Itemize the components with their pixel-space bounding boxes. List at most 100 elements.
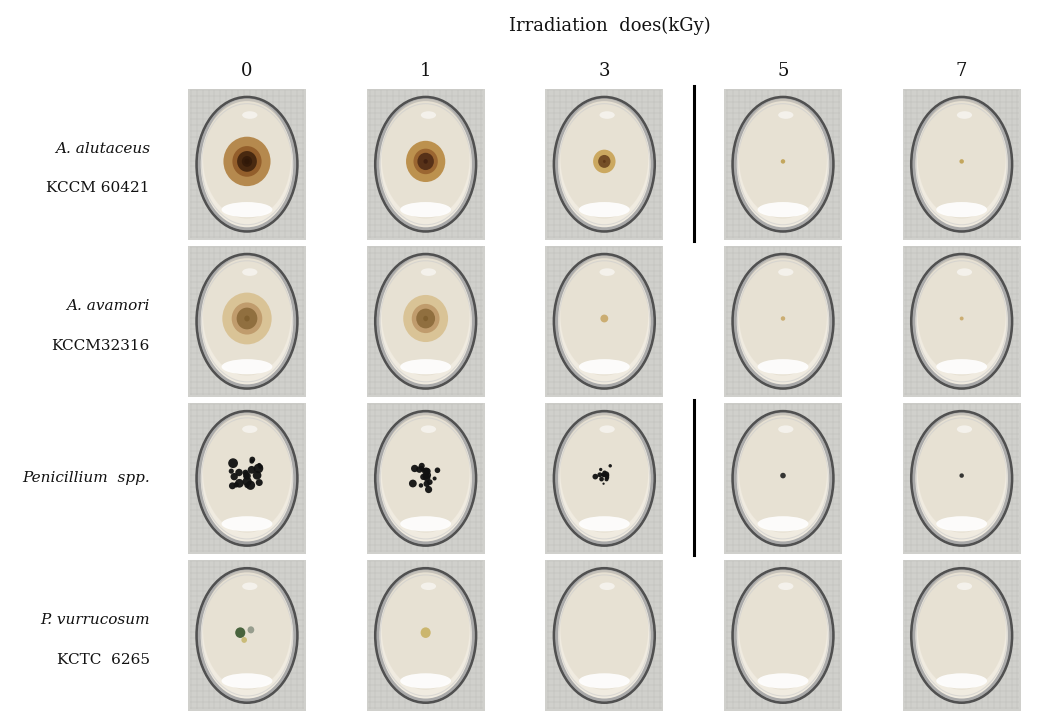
Ellipse shape: [243, 470, 248, 476]
Ellipse shape: [605, 476, 610, 480]
Ellipse shape: [560, 413, 648, 533]
Ellipse shape: [599, 426, 615, 433]
Ellipse shape: [558, 416, 651, 541]
Ellipse shape: [960, 473, 964, 478]
Ellipse shape: [739, 413, 827, 533]
Ellipse shape: [242, 268, 257, 276]
Ellipse shape: [229, 483, 235, 489]
Ellipse shape: [420, 583, 436, 590]
Ellipse shape: [253, 463, 263, 473]
Ellipse shape: [911, 97, 1012, 231]
Text: 3: 3: [599, 61, 610, 80]
Ellipse shape: [554, 254, 655, 388]
Ellipse shape: [960, 159, 964, 164]
Ellipse shape: [223, 293, 271, 344]
Ellipse shape: [379, 416, 472, 541]
Ellipse shape: [425, 486, 432, 493]
Ellipse shape: [379, 573, 472, 698]
Ellipse shape: [400, 202, 451, 217]
Ellipse shape: [424, 474, 430, 481]
Ellipse shape: [739, 256, 827, 376]
Ellipse shape: [222, 516, 272, 531]
Ellipse shape: [936, 202, 987, 217]
Ellipse shape: [409, 480, 417, 488]
Ellipse shape: [960, 316, 964, 321]
Ellipse shape: [418, 483, 424, 488]
Ellipse shape: [203, 256, 291, 376]
Ellipse shape: [420, 468, 425, 472]
Ellipse shape: [245, 483, 249, 488]
Ellipse shape: [379, 101, 472, 227]
Ellipse shape: [424, 481, 430, 487]
Ellipse shape: [424, 316, 428, 321]
Ellipse shape: [435, 468, 440, 473]
Ellipse shape: [228, 458, 238, 468]
Ellipse shape: [555, 569, 654, 702]
Ellipse shape: [423, 473, 429, 480]
Ellipse shape: [222, 359, 272, 374]
Ellipse shape: [203, 99, 291, 218]
Ellipse shape: [599, 268, 615, 276]
Ellipse shape: [249, 457, 255, 463]
Text: KCCM32316: KCCM32316: [51, 338, 150, 353]
Ellipse shape: [579, 516, 630, 531]
Ellipse shape: [246, 481, 255, 490]
Ellipse shape: [579, 359, 630, 374]
Ellipse shape: [198, 255, 296, 388]
Ellipse shape: [248, 466, 255, 474]
Ellipse shape: [248, 626, 254, 633]
Ellipse shape: [758, 202, 808, 217]
Ellipse shape: [598, 155, 611, 168]
Ellipse shape: [599, 468, 602, 471]
Ellipse shape: [609, 464, 612, 468]
Ellipse shape: [600, 315, 609, 323]
Ellipse shape: [376, 98, 475, 231]
Ellipse shape: [915, 101, 1008, 227]
Ellipse shape: [417, 153, 434, 170]
Ellipse shape: [758, 673, 808, 688]
Ellipse shape: [912, 569, 1011, 702]
Ellipse shape: [956, 268, 972, 276]
Ellipse shape: [911, 568, 1012, 703]
Ellipse shape: [956, 111, 972, 119]
Ellipse shape: [257, 463, 262, 467]
Ellipse shape: [601, 473, 605, 477]
Ellipse shape: [915, 258, 1008, 384]
Ellipse shape: [400, 516, 451, 531]
Ellipse shape: [560, 99, 648, 218]
Ellipse shape: [243, 477, 252, 486]
Text: 0: 0: [242, 61, 252, 80]
Ellipse shape: [737, 573, 829, 698]
Ellipse shape: [734, 569, 832, 702]
Ellipse shape: [603, 471, 610, 477]
Ellipse shape: [918, 99, 1006, 218]
Ellipse shape: [555, 98, 654, 231]
Ellipse shape: [406, 141, 446, 182]
Ellipse shape: [737, 258, 829, 384]
Ellipse shape: [244, 473, 249, 479]
Text: P. vurrucosum: P. vurrucosum: [40, 613, 150, 628]
Ellipse shape: [558, 573, 651, 698]
Ellipse shape: [382, 256, 470, 376]
Ellipse shape: [222, 673, 272, 688]
Ellipse shape: [956, 426, 972, 433]
Ellipse shape: [956, 583, 972, 590]
Ellipse shape: [734, 255, 832, 388]
Ellipse shape: [244, 316, 250, 321]
Ellipse shape: [231, 303, 263, 335]
Ellipse shape: [413, 149, 438, 174]
Ellipse shape: [778, 111, 794, 119]
Ellipse shape: [739, 570, 827, 690]
Ellipse shape: [412, 304, 439, 333]
Ellipse shape: [203, 570, 291, 690]
Ellipse shape: [198, 98, 296, 231]
Ellipse shape: [375, 411, 476, 545]
Ellipse shape: [424, 159, 428, 164]
Ellipse shape: [420, 268, 436, 276]
Ellipse shape: [242, 637, 247, 643]
Ellipse shape: [758, 516, 808, 531]
Ellipse shape: [420, 426, 436, 433]
Ellipse shape: [242, 111, 257, 119]
Ellipse shape: [375, 97, 476, 231]
Ellipse shape: [597, 472, 602, 477]
